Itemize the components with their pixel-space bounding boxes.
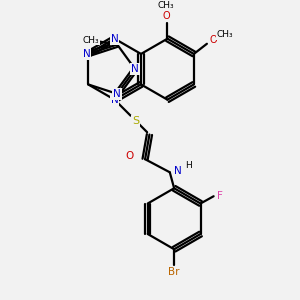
Text: N: N: [111, 95, 119, 105]
Text: CH₃: CH₃: [158, 1, 174, 10]
Text: O: O: [125, 151, 133, 161]
Text: N: N: [174, 166, 182, 176]
Text: N: N: [111, 34, 119, 44]
Text: N: N: [83, 49, 91, 59]
Text: H: H: [185, 161, 192, 170]
Text: O: O: [209, 35, 217, 45]
Text: N: N: [131, 64, 139, 74]
Text: S: S: [132, 116, 140, 126]
Text: O: O: [162, 11, 170, 21]
Text: CH₃: CH₃: [217, 30, 233, 39]
Text: F: F: [217, 191, 223, 201]
Text: N: N: [113, 89, 121, 99]
Text: Br: Br: [168, 268, 180, 278]
Text: CH₃: CH₃: [83, 36, 99, 45]
